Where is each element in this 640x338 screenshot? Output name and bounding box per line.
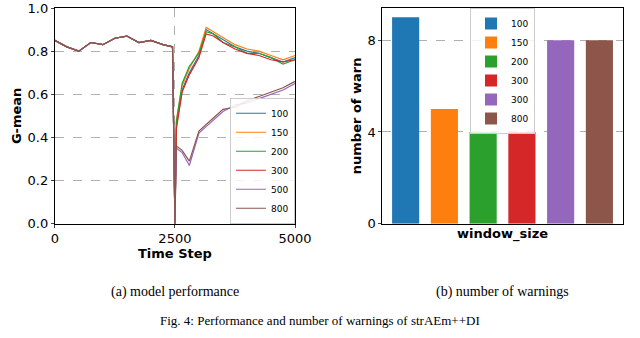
svg-text:500: 500 [271,185,288,195]
svg-text:G-mean: G-mean [9,88,24,144]
svg-text:0: 0 [368,216,376,231]
svg-text:(b) number of warnings: (b) number of warnings [436,284,569,300]
svg-text:Fig. 4: Performance and number: Fig. 4: Performance and number of warnin… [160,313,480,328]
svg-text:number of warn: number of warn [349,58,364,175]
svg-text:8: 8 [368,33,376,48]
svg-text:Time Step: Time Step [138,246,212,261]
svg-text:300: 300 [271,166,288,176]
svg-text:100: 100 [271,109,288,119]
svg-text:200: 200 [511,57,528,67]
svg-text:0.2: 0.2 [28,173,49,188]
svg-text:150: 150 [271,128,288,138]
svg-text:1.0: 1.0 [28,1,49,16]
svg-text:0.4: 0.4 [28,130,49,145]
svg-text:0: 0 [51,231,59,246]
svg-text:window_size: window_size [457,226,548,242]
svg-text:4: 4 [368,124,376,139]
svg-text:300: 300 [511,95,528,105]
svg-text:800: 800 [511,114,528,124]
svg-text:100: 100 [511,19,528,29]
svg-text:0.6: 0.6 [28,87,49,102]
svg-text:(a) model performance: (a) model performance [111,284,239,300]
svg-text:0.0: 0.0 [28,216,49,231]
svg-text:300: 300 [511,76,528,86]
svg-text:800: 800 [271,204,288,214]
svg-text:2500: 2500 [158,231,191,246]
svg-text:150: 150 [511,38,528,48]
svg-text:0.8: 0.8 [28,44,49,59]
svg-text:5000: 5000 [278,231,311,246]
svg-text:200: 200 [271,147,288,157]
